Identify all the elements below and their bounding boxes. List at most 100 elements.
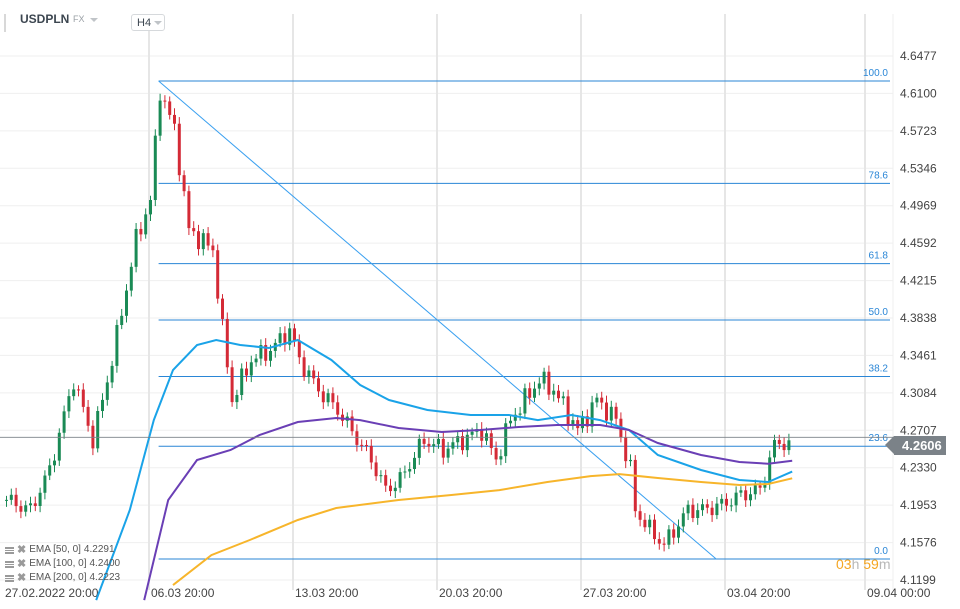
- y-tick-label: 4.2330: [900, 461, 937, 475]
- x-tick-label: 27.02.2022 20:00: [5, 586, 99, 600]
- candle-body: [249, 362, 253, 376]
- candle: [307, 365, 311, 384]
- candle: [216, 244, 220, 304]
- candle: [38, 487, 42, 513]
- symbol-dropdown-icon[interactable]: [90, 18, 98, 22]
- candle: [547, 365, 551, 401]
- market-label: FX: [73, 14, 85, 24]
- candle: [360, 439, 364, 452]
- candle-body: [134, 228, 138, 267]
- candle: [686, 500, 690, 521]
- candle: [427, 437, 431, 453]
- close-icon[interactable]: ✖: [17, 572, 27, 584]
- candle-body: [153, 135, 157, 201]
- candle-body: [777, 439, 781, 444]
- candle-body: [72, 389, 76, 397]
- candle-body: [81, 389, 85, 407]
- candle-body: [221, 298, 224, 319]
- timeframe-value: H4: [137, 17, 152, 29]
- candle-body: [744, 490, 748, 501]
- timeframe-select[interactable]: H4: [131, 14, 165, 31]
- candle: [393, 481, 397, 499]
- candle: [197, 224, 200, 256]
- candle-body: [293, 328, 296, 341]
- candle-body: [125, 290, 128, 316]
- candle-body: [5, 499, 8, 501]
- menu-icon[interactable]: [5, 546, 14, 554]
- candle: [53, 454, 56, 473]
- y-tick-label: 4.1953: [900, 498, 937, 512]
- candle: [782, 437, 786, 458]
- symbol-name[interactable]: USDPLN: [20, 12, 70, 26]
- candle: [581, 410, 584, 433]
- candle: [600, 391, 604, 410]
- legend-ema-200: ✖ EMA [200, 0] 4.2223: [5, 571, 120, 585]
- candle: [192, 221, 196, 236]
- candle-body: [33, 503, 37, 506]
- candle-body: [57, 432, 61, 461]
- candle: [369, 439, 373, 470]
- candle-body: [144, 214, 148, 235]
- candle: [537, 377, 541, 396]
- close-icon[interactable]: ✖: [17, 558, 27, 570]
- candle: [518, 406, 522, 421]
- candle: [677, 519, 680, 544]
- candle: [278, 327, 282, 348]
- candle: [729, 498, 733, 512]
- candle-body: [691, 504, 695, 519]
- candle: [710, 500, 714, 522]
- close-icon[interactable]: ✖: [17, 544, 27, 556]
- legend-label: EMA [100, 0]: [29, 558, 87, 569]
- candle-body: [465, 434, 469, 451]
- candle: [432, 438, 436, 453]
- candle: [96, 406, 100, 453]
- candle-body: [758, 485, 762, 488]
- candle-body: [590, 402, 594, 427]
- candle: [528, 382, 532, 405]
- y-tick-label: 4.3838: [900, 311, 937, 325]
- candle-body: [461, 436, 464, 451]
- candle: [312, 365, 316, 385]
- candle-body: [182, 175, 186, 192]
- legend-value: 4.2400: [89, 558, 121, 569]
- candle: [163, 95, 167, 109]
- candle: [523, 383, 527, 420]
- candle: [413, 451, 416, 474]
- candle-body: [648, 519, 652, 528]
- y-tick-label: 4.1199: [900, 573, 936, 587]
- candle: [379, 470, 383, 483]
- ema-200-line: [172, 473, 793, 586]
- candle: [230, 360, 234, 407]
- candle: [235, 389, 239, 410]
- candle-body: [566, 396, 570, 425]
- candle: [62, 405, 66, 439]
- candle: [115, 319, 119, 373]
- legend-value: 4.2291: [83, 544, 115, 555]
- toolbar-divider: [4, 14, 6, 32]
- candle: [5, 495, 8, 507]
- candle-body: [350, 416, 354, 432]
- candle: [667, 525, 671, 550]
- candle-body: [86, 406, 90, 426]
- candle-body: [369, 445, 373, 463]
- candle-timer: 03h 59m: [836, 556, 891, 572]
- candle: [67, 389, 71, 419]
- y-tick-label: 4.3461: [900, 348, 937, 362]
- candle: [19, 500, 23, 519]
- candle-body: [638, 511, 642, 520]
- candle-body: [67, 396, 71, 412]
- candle-body: [101, 399, 104, 412]
- candle: [77, 385, 80, 397]
- candle-body: [336, 402, 340, 415]
- menu-icon[interactable]: [5, 560, 14, 568]
- candle: [211, 238, 215, 258]
- indicator-legend: ✖ EMA [50, 0] 4.2291 ✖ EMA [100, 0] 4.2400 ✖…: [5, 543, 120, 585]
- candle-body: [173, 114, 176, 124]
- candle-body: [787, 440, 791, 451]
- candle: [691, 498, 695, 523]
- menu-icon[interactable]: [5, 574, 14, 582]
- candle: [206, 227, 210, 251]
- fib-level-label: 0.0: [874, 546, 888, 557]
- candle: [437, 433, 440, 449]
